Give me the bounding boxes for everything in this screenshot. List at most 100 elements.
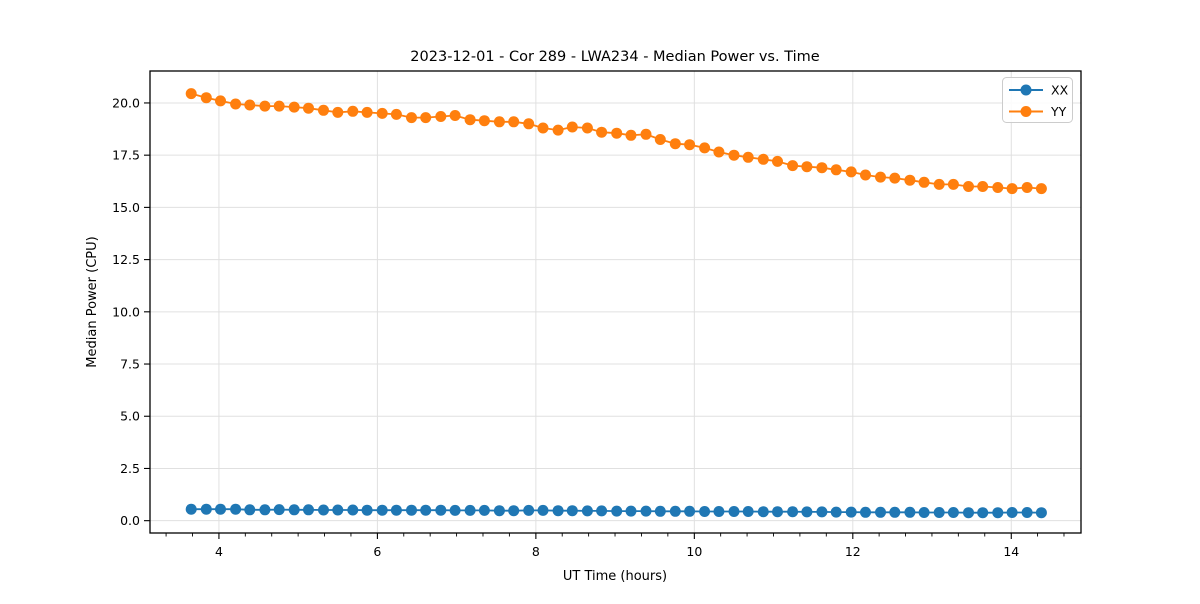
data-point-yy [581,122,593,134]
data-point-yy [860,169,871,181]
data-point-xx [1006,507,1018,518]
data-point-xx [244,504,256,516]
data-point-yy [992,182,1004,193]
data-point-xx [318,504,329,516]
data-point-yy [435,111,447,122]
data-point-xx [933,507,945,518]
data-point-yy [654,134,666,145]
data-point-yy [933,178,945,190]
data-point-yy [537,122,549,134]
data-point-yy [787,160,799,172]
data-point-yy [611,127,623,139]
legend-marker-xx [1020,84,1032,96]
data-point-xx [420,504,432,516]
data-point-yy [830,164,842,176]
data-point-yy [684,139,696,151]
data-point-xx [918,507,930,518]
legend-entry-yy: YY [1009,104,1067,119]
data-point-yy [390,108,402,120]
data-point-xx [625,505,637,517]
data-point-xx [464,504,476,516]
data-point-xx [303,504,314,516]
data-point-yy [303,102,314,114]
plot-area [150,71,1081,533]
data-point-yy [1035,183,1047,195]
data-point-yy [801,161,813,173]
data-point-yy [288,101,300,113]
data-point-xx [845,506,857,518]
data-point-xx [478,504,490,516]
legend-marker-yy [1020,106,1032,117]
data-point-xx [713,506,725,517]
data-point-xx [1035,507,1047,519]
series-yy [185,88,1047,195]
data-point-xx [449,504,461,516]
data-point-xx [772,506,783,518]
data-point-yy [845,166,857,178]
grid [150,71,1081,533]
data-point-yy [464,114,476,126]
data-point-yy [1021,182,1033,193]
data-point-xx [669,505,681,517]
data-point-xx [860,506,871,518]
data-point-xx [816,506,828,518]
data-point-yy [596,126,608,138]
data-point-xx [566,505,578,517]
data-point-xx [390,504,402,516]
data-point-xx [332,504,344,516]
data-point-xx [640,505,652,517]
data-point-xx [654,505,666,517]
data-point-xx [376,504,388,516]
data-point-yy [963,181,974,192]
data-point-xx [596,505,608,517]
data-point-xx [904,506,916,518]
x-tick-label: 4 [215,544,223,559]
data-point-xx [361,504,373,516]
data-point-xx [728,506,740,517]
y-tick-label: 0.0 [120,513,140,528]
data-point-xx [699,506,711,517]
data-point-xx [581,505,593,517]
data-point-yy [1006,183,1018,195]
data-point-yy [947,178,959,190]
data-point-xx [787,506,799,518]
data-point-yy [230,98,242,110]
data-point-xx [508,505,520,517]
data-point-xx [742,506,754,517]
x-axis-label: UT Time (hours) [563,569,667,584]
data-point-xx [259,504,271,516]
x-tick-label: 14 [1003,544,1019,559]
data-point-yy [361,106,373,118]
data-point-yy [889,172,901,184]
data-point-xx [1021,507,1033,518]
data-point-yy [728,149,740,161]
y-tick-label: 7.5 [120,357,140,372]
data-point-yy [376,107,388,119]
data-point-xx [493,505,505,517]
data-point-yy [552,124,564,136]
plot-border [149,70,1082,534]
y-tick-label: 17.5 [112,148,140,163]
data-point-yy [420,112,432,124]
y-axis-label: Median Power (CPU) [85,236,100,367]
data-point-yy [318,104,329,116]
data-point-yy [816,162,828,174]
data-point-yy [259,100,271,112]
legend-entry-xx: XX [1009,83,1069,98]
data-point-yy [757,153,769,165]
data-point-yy [918,176,930,188]
data-point-yy [493,116,505,128]
data-point-yy [772,155,783,167]
chart-title: 2023-12-01 - Cor 289 - LWA234 - Median P… [410,49,819,65]
data-point-xx [523,504,535,516]
data-point-yy [640,128,652,140]
y-tick-label: 5.0 [120,409,140,424]
data-point-xx [406,504,417,516]
data-point-yy [977,181,989,192]
data-point-yy [713,146,725,158]
series-xx [185,503,1047,519]
data-point-xx [977,507,989,519]
y-tick-label: 2.5 [120,461,140,476]
